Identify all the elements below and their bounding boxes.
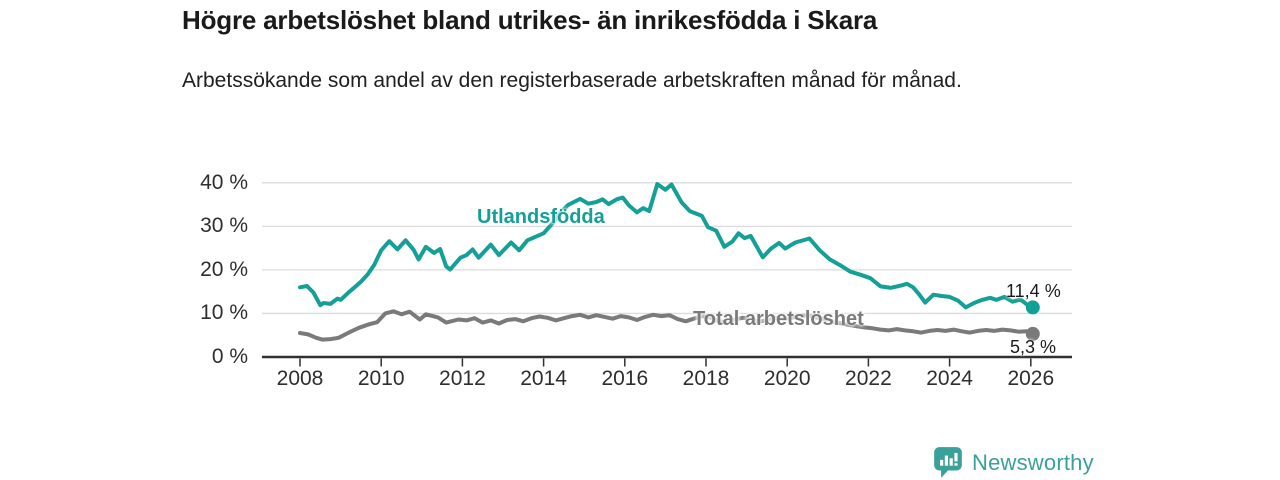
y-tick-label: 0 % xyxy=(211,345,248,368)
utlandsfodda-line xyxy=(298,182,1035,310)
x-tick-label: 2010 xyxy=(357,367,405,390)
newsworthy-logo: Newsworthy xyxy=(933,446,1094,479)
logo-exclamation-dot xyxy=(954,463,958,466)
chart-subtitle: Arbetssökande som andel av den registerb… xyxy=(182,69,962,92)
end-value-total-arbetsloshet: 5,3 % xyxy=(1010,337,1057,357)
x-tick-label: 2016 xyxy=(601,367,649,390)
y-tick-label: 10 % xyxy=(200,301,248,325)
x-tick-label: 2012 xyxy=(439,367,486,390)
utlandsfodda-end-dot xyxy=(1025,300,1040,315)
y-tick-label: 30 % xyxy=(200,214,248,238)
newsworthy-logo-icon xyxy=(934,447,962,478)
x-tick-label: 2018 xyxy=(682,367,730,390)
x-tick-label: 2020 xyxy=(763,367,811,390)
x-tick-label: 2026 xyxy=(1007,367,1055,390)
total-arbetsloshet-line xyxy=(298,309,1035,342)
x-tick-label: 2014 xyxy=(520,367,567,390)
series-label-total-arbetsloshet: Total arbetslöshet xyxy=(693,308,864,330)
x-tick-label: 2022 xyxy=(845,367,892,390)
newsworthy-logo-text: Newsworthy xyxy=(972,449,1094,475)
y-tick-label: 40 % xyxy=(200,170,248,194)
logo-bar-medium xyxy=(949,458,953,466)
logo-exclamation-stroke xyxy=(954,452,958,462)
y-tick-label: 20 % xyxy=(200,257,248,281)
end-value-utlandsfodda: 11,4 % xyxy=(1006,281,1061,301)
x-tick-label: 2024 xyxy=(926,367,973,390)
logo-bar-small xyxy=(940,459,944,466)
logo-bar-tall xyxy=(944,455,948,466)
page-title: Högre arbetslöshet bland utrikes- än inr… xyxy=(182,5,878,35)
x-tick-label: 2008 xyxy=(276,367,324,390)
total-arbetsloshet-end-dot xyxy=(1025,326,1040,341)
series-label-utlandsfodda: Utlandsfödda xyxy=(477,206,605,228)
